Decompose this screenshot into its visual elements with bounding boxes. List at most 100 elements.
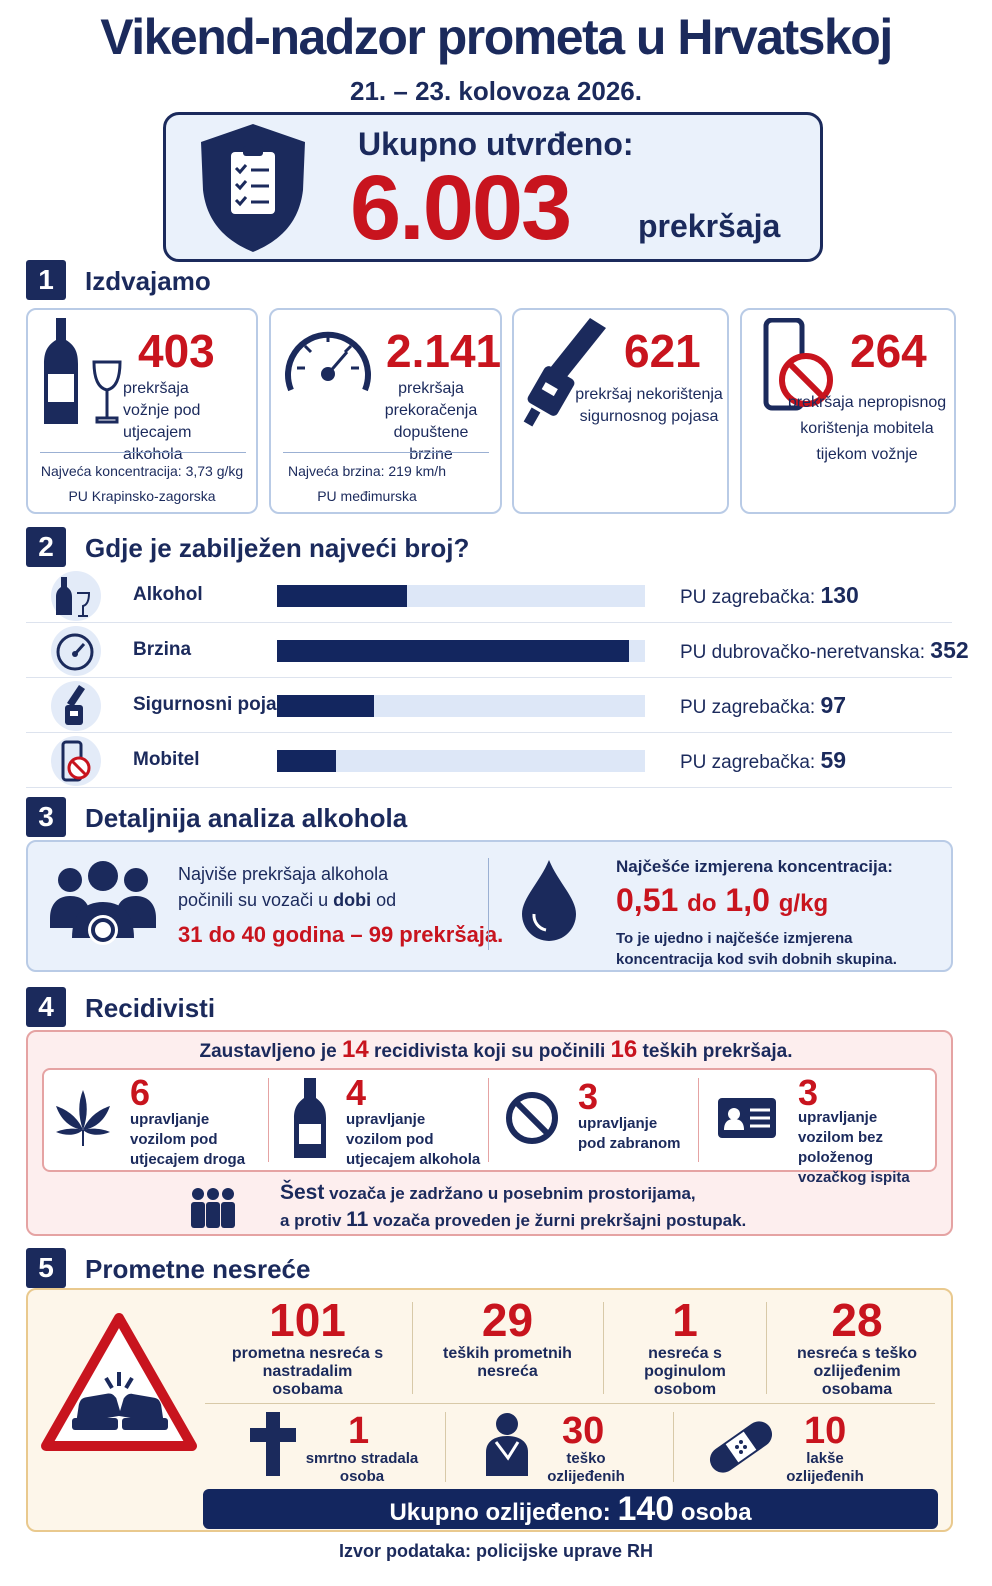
phone-icon — [763, 318, 833, 411]
card-value: 403 — [138, 325, 215, 377]
section-number: 3 — [26, 797, 66, 837]
license-icon — [718, 1098, 776, 1138]
region-value: 97 — [820, 692, 847, 718]
category: Brzina — [133, 639, 192, 660]
card-value: 2.141 — [386, 325, 502, 377]
concentration-note: To je ujedno i najčešće izmjerena koncen… — [616, 930, 897, 968]
region-place: PU zagrebačka: — [680, 752, 816, 773]
icon — [56, 633, 94, 671]
drop-icon — [522, 860, 576, 941]
text: a protiv — [280, 1211, 342, 1230]
cross-icon — [250, 1412, 296, 1476]
text: 0,51 — [616, 882, 679, 918]
region-label: PU zagrebačka: 59 — [680, 747, 846, 774]
total-unit: prekršaja — [638, 208, 781, 244]
bar — [277, 640, 630, 662]
stat-text: nesreća s poginulom osobom — [644, 1345, 726, 1398]
region-row: Mobitel PU zagrebačka: 59 — [26, 733, 952, 788]
people-icon — [191, 1188, 235, 1228]
item-value: 3 — [578, 1076, 599, 1117]
region-row: Sigurnosni pojas PU zagrebačka: 97 — [26, 678, 952, 733]
bottle-icon — [294, 1078, 326, 1158]
card-value: 621 — [624, 325, 701, 377]
cannabis-icon — [56, 1090, 110, 1146]
section-number: 1 — [26, 260, 66, 300]
bar-track — [277, 640, 645, 662]
date: 21. – 23. kolovoza 2026. — [350, 76, 642, 106]
bar — [277, 750, 337, 772]
text: vozača je zadržano u posebnim prostorija… — [329, 1184, 696, 1203]
text: recidivista koji su počinili — [374, 1041, 606, 1062]
category: Mobitel — [133, 749, 200, 770]
section-number: 4 — [26, 987, 66, 1027]
icon — [61, 740, 91, 782]
stat: 101 prometna nesreća s nastradalim osobam… — [205, 1295, 410, 1399]
title: Vikend-nadzor prometa u Hrvatskoj — [100, 9, 893, 65]
stat-value: 1 — [672, 1294, 698, 1346]
item-text: upravljanje vozilom pod utjecajem droga — [130, 1111, 246, 1168]
region-place: PU zagrebačka: — [680, 697, 816, 718]
card-detail: Najveća brzina: 219 km/h — [288, 463, 446, 479]
card: 403 prekršaja vožnje pod utjecajem alkoh… — [26, 308, 258, 514]
stat-text: teških prometnih nesreća — [443, 1345, 572, 1380]
card-value: 264 — [850, 325, 927, 377]
card: 2.141 prekršaja prekoračenja dopuštene b… — [269, 308, 502, 514]
card: 264 prekršaja nepropisnog korištenja mob… — [740, 308, 956, 514]
alcohol-text: Najviše prekršaja alkohola — [178, 864, 389, 884]
card-text: prekršaj nekorištenja sigurnosnog pojasa — [575, 386, 723, 425]
region-icon — [51, 681, 101, 731]
bar-track — [277, 695, 645, 717]
card-text: prekršaja nepropisnog korištenja mobitel… — [787, 394, 947, 463]
text: 140 — [617, 1490, 675, 1528]
casualty-text: teško ozlijeđenih — [547, 1450, 625, 1485]
total-label: Ukupno utvrđeno: — [358, 126, 634, 162]
bar-track — [277, 750, 645, 772]
text: 11 — [346, 1208, 369, 1231]
bandage-icon — [709, 1421, 773, 1473]
text: do — [687, 890, 717, 917]
source: Izvor podataka: policijske uprave RH — [338, 1541, 654, 1561]
stat-text: prometna nesreća s nastradalim osobama — [231, 1345, 384, 1398]
stat-text: nesreća s teško ozlijeđenim osobama — [796, 1345, 918, 1398]
section-number: 2 — [26, 527, 66, 567]
item-value: 6 — [130, 1072, 151, 1113]
region-value: 59 — [820, 747, 847, 773]
region-icon — [51, 626, 101, 676]
stat: 28 nesreća s teško ozlijeđenim osobama — [768, 1295, 946, 1399]
crash-icon — [41, 1313, 197, 1451]
stat: 29 teških prometnih nesreća — [415, 1295, 600, 1381]
text: 1,0 — [725, 882, 770, 918]
section-title: Gdje je zabilježen najveći broj? — [85, 533, 470, 563]
concentration-label: Najčešće izmjerena koncentracija: — [616, 857, 893, 876]
injured-icon — [486, 1413, 528, 1476]
bar — [277, 585, 408, 607]
casualty-value: 1 — [348, 1410, 370, 1452]
text: vozača proveden je žurni prekršajni post… — [373, 1211, 747, 1230]
bar-track — [277, 585, 645, 607]
item-text: upravljanje vozilom pod utjecajem alkoho… — [346, 1111, 481, 1168]
text: Zaustavljeno je — [199, 1041, 337, 1062]
ban-icon — [506, 1092, 558, 1144]
stat-value: 29 — [481, 1294, 534, 1346]
drivers-icon — [50, 861, 156, 945]
casualty-value: 10 — [804, 1410, 847, 1452]
stat-value: 28 — [831, 1294, 883, 1346]
card-text: prekršaja prekoračenja dopuštene brzine — [384, 380, 478, 463]
item-text: upravljanje vozilom bez položenog vozačk… — [798, 1109, 910, 1186]
region-icon — [51, 571, 101, 621]
section-title: Detaljnija analiza alkohola — [85, 803, 408, 833]
item-text: upravljanje pod zabranom — [578, 1115, 681, 1152]
text: od — [376, 890, 397, 910]
section-title: Izdvajamo — [85, 266, 211, 296]
alcohol-text: počinili su vozači u dobi od — [178, 890, 396, 911]
text: 14 — [342, 1036, 369, 1063]
card-text: prekršaja vožnje pod utjecajem alkohola — [123, 380, 201, 463]
region-label: PU zagrebačka: 97 — [680, 692, 846, 719]
icon — [56, 577, 91, 617]
section-number: 5 — [26, 1248, 66, 1288]
bar — [277, 695, 375, 717]
shield-icon — [201, 124, 305, 252]
text: g/kg — [778, 890, 829, 917]
region-row: Brzina PU dubrovačko-neretvanska: 352 — [26, 623, 969, 678]
